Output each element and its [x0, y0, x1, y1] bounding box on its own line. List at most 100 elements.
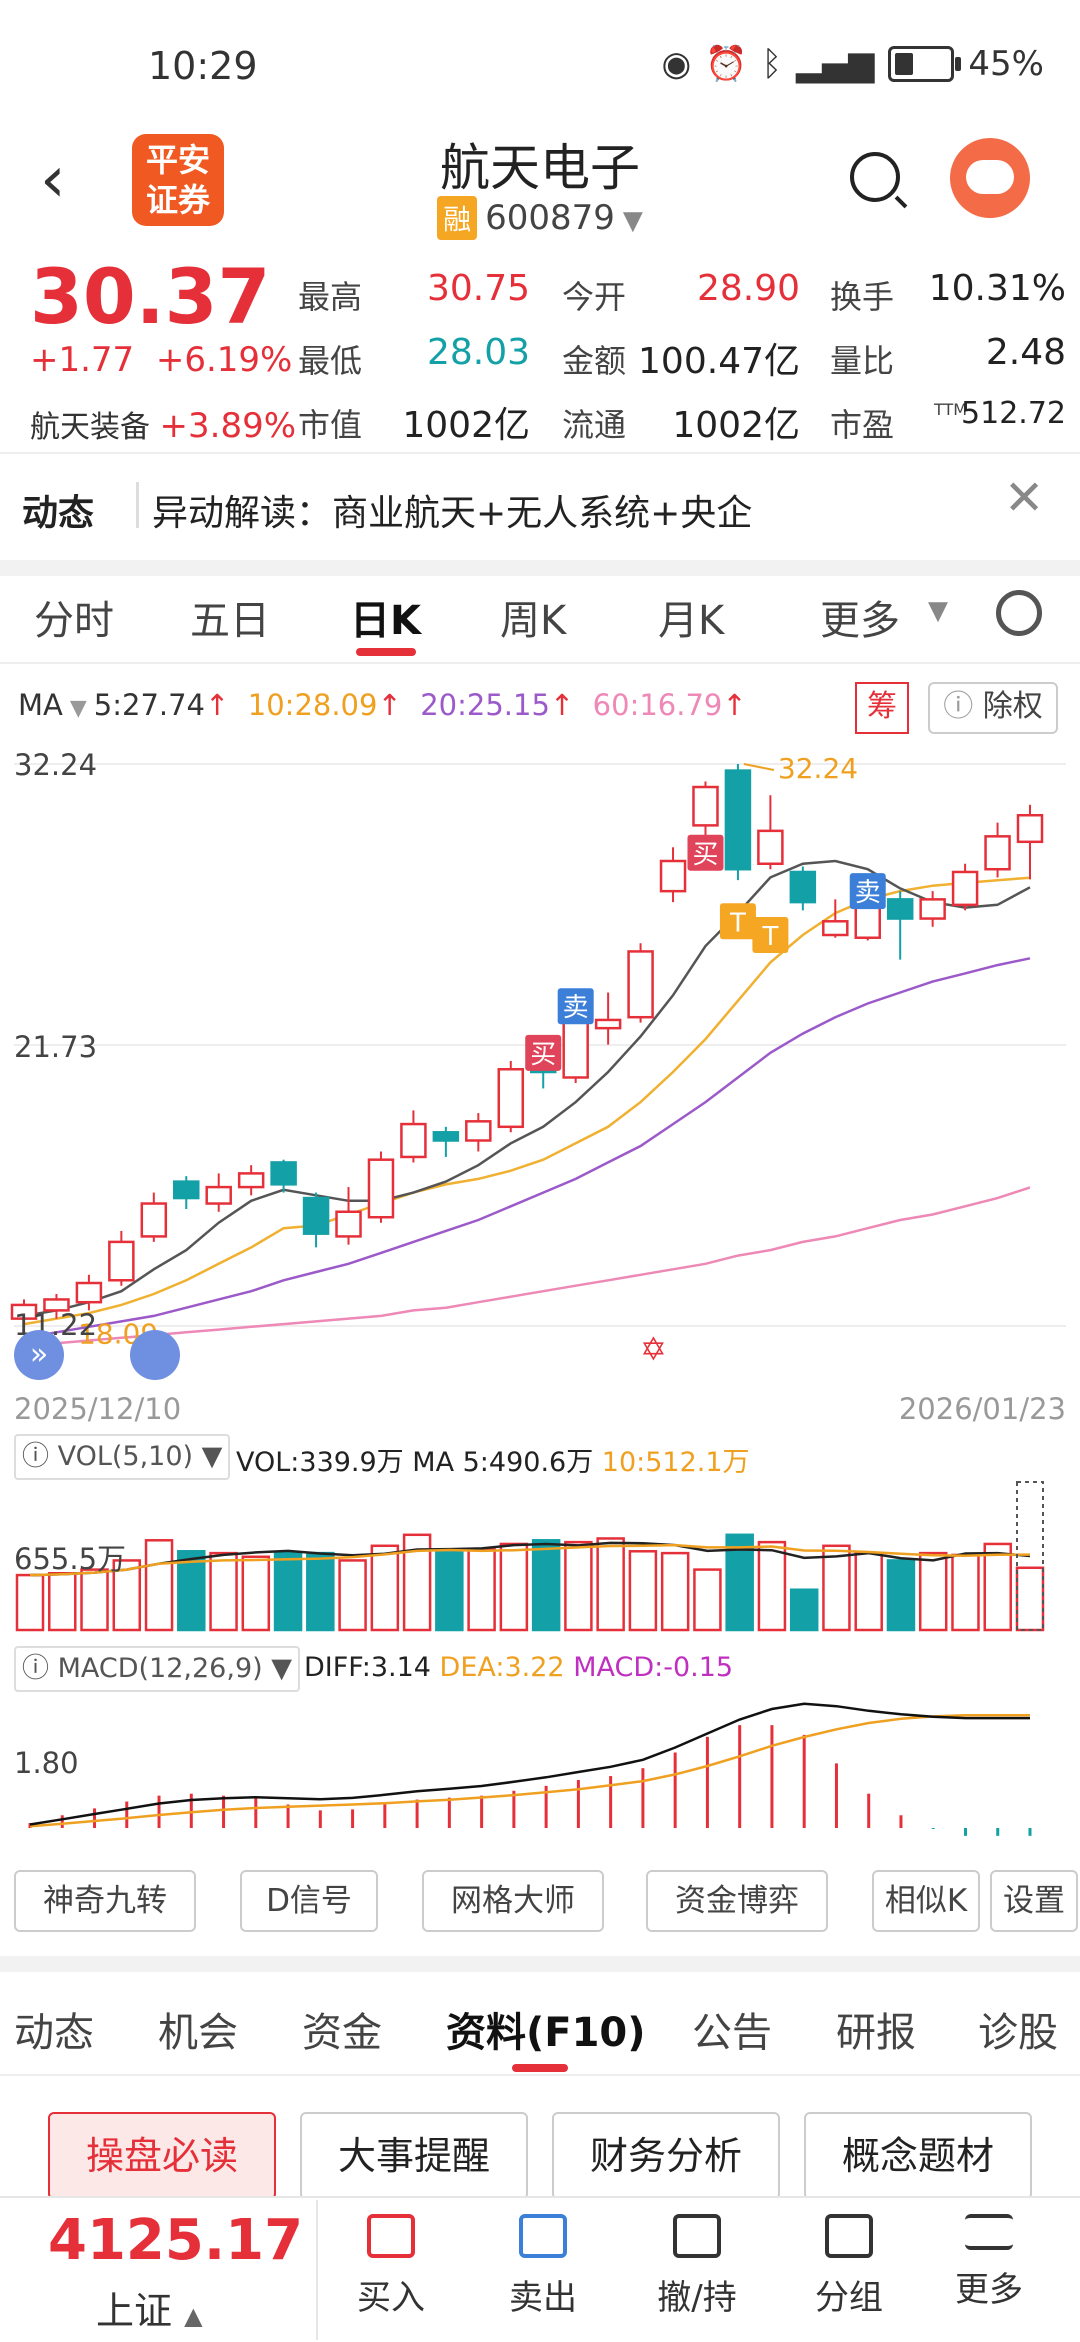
candle-body [270, 1161, 297, 1186]
candle-body [724, 769, 752, 871]
f10-tab-3[interactable]: 资料(F10) [446, 2010, 646, 2056]
divider [0, 662, 1080, 664]
tool-grid-master[interactable]: 网格大师 [422, 1870, 604, 1932]
stat-value: 10.31% [928, 268, 1066, 309]
tool-nine-turn[interactable]: 神奇九转 [14, 1870, 196, 1932]
tool-capital-game[interactable]: 资金博弈 [646, 1870, 828, 1932]
vol-y-label: 655.5万 [14, 1542, 127, 1576]
volume-bar [854, 1551, 883, 1632]
ma20-value: 20:25.15 [420, 688, 550, 722]
up-arrow-icon: ↑ [377, 688, 402, 722]
search-icon[interactable] [850, 152, 900, 202]
f10-tab-1[interactable]: 机会 [158, 2010, 238, 2056]
index-value[interactable]: 4125.17 [48, 2208, 304, 2273]
signal-tag[interactable]: 卖 [849, 873, 886, 910]
volume-chart[interactable] [0, 1480, 1080, 1640]
candle-body [400, 1122, 427, 1159]
bottom-btn-2[interactable]: 撤/持 [642, 2214, 752, 2319]
sub-tab-1[interactable]: 大事提醒 [300, 2112, 528, 2200]
info-icon: ⓘ [22, 1441, 58, 1472]
signal-tag[interactable]: T [719, 903, 756, 940]
news-text[interactable]: 异动解读：商业航天+无人系统+央企 [152, 493, 753, 534]
tab-underline [512, 2064, 568, 2072]
tab-2[interactable]: 日K [350, 598, 421, 644]
tab-3[interactable]: 周K [500, 598, 567, 644]
signal-tag-bg [557, 988, 594, 1025]
volume-bar [628, 1550, 658, 1632]
candle [1016, 804, 1044, 880]
tool-settings[interactable]: 设置 [990, 1870, 1078, 1932]
change-percent: +6.19% [155, 340, 293, 380]
f10-tab-4[interactable]: 公告 [692, 2010, 772, 2056]
sub-tab-0[interactable]: 操盘必读 [48, 2112, 276, 2200]
tool-d-signal[interactable]: D信号 [240, 1870, 378, 1932]
fullscreen-icon[interactable] [130, 1330, 180, 1380]
ma60-value: 60:16.79 [592, 688, 723, 722]
sector-percent: +3.89% [159, 406, 297, 446]
date-start: 2025/12/10 [14, 1392, 182, 1426]
stock-code-row[interactable]: 融 600879 ▼ [0, 196, 1080, 240]
f10-tab-5[interactable]: 研报 [836, 2010, 916, 2056]
candle [692, 781, 719, 859]
star-marker-icon[interactable]: ✡ [640, 1330, 667, 1368]
signal-tag[interactable]: 买 [525, 1034, 562, 1071]
change-value: +1.77 [30, 340, 135, 380]
index-name[interactable]: 上证 ▲ [96, 2280, 203, 2335]
chip-button[interactable]: 筹 [855, 682, 909, 734]
bottom-btn-3[interactable]: 分组 [794, 2214, 904, 2319]
bottom-btn-1[interactable]: 卖出 [488, 2214, 598, 2319]
tool-similar-k[interactable]: 相似K [872, 1870, 980, 1932]
signal-tag-bg [525, 1034, 562, 1071]
battery-percent: 45% [968, 44, 1044, 84]
signal-tag-bg [752, 916, 789, 953]
sub-tab-2[interactable]: 财务分析 [552, 2112, 780, 2200]
volume-bar [822, 1544, 851, 1632]
bluetooth-icon: ᛒ [761, 44, 782, 84]
stat-label: 今开 [562, 278, 627, 316]
gear-icon[interactable] [996, 590, 1042, 636]
vol-indicator-select[interactable]: ⓘ VOL(5,10) ▼ [14, 1434, 231, 1480]
f10-tab-0[interactable]: 动态 [14, 2010, 94, 2056]
signal-icon: ▂▄▆ [795, 44, 875, 84]
f10-tab-2[interactable]: 资金 [302, 2010, 382, 2056]
vol-legend: VOL:339.9万 MA 5:490.6万 10:512.1万 [236, 1440, 750, 1479]
volume-bar [757, 1540, 787, 1632]
ex-rights-button[interactable]: ⓘ 除权 [928, 682, 1058, 734]
tab-1[interactable]: 五日 [190, 598, 270, 644]
volume-bar [15, 1573, 45, 1632]
assistant-avatar[interactable] [950, 138, 1030, 218]
macd-indicator-select[interactable]: ⓘ MACD(12,26,9) ▼ [14, 1646, 301, 1692]
bottom-btn-0[interactable]: 买入 [336, 2214, 446, 2319]
signal-tag[interactable]: 卖 [557, 988, 594, 1025]
tab-4[interactable]: 月K [658, 598, 725, 644]
sub-tab-3[interactable]: 概念题材 [804, 2112, 1032, 2200]
candle-body [692, 785, 719, 827]
candle [465, 1113, 492, 1152]
expand-icon[interactable]: » [14, 1330, 64, 1380]
signal-tag[interactable]: T [752, 916, 789, 953]
candle [140, 1192, 168, 1242]
tab-0[interactable]: 分时 [34, 598, 114, 644]
divider [0, 2074, 1080, 2076]
ma-legend[interactable]: MA ▼ 5:27.74↑ 10:28.09↑ 20:25.15↑ 60:16.… [18, 688, 747, 722]
close-icon[interactable]: ✕ [1004, 470, 1045, 526]
macd-chart[interactable] [0, 1690, 1080, 1850]
bottom-btn-4[interactable]: 更多 [934, 2214, 1044, 2311]
ma5-value: 5:27.74 [93, 688, 206, 722]
signal-tag-text: 卖 [563, 993, 589, 1023]
volume-bar [918, 1551, 948, 1632]
f10-tab-6[interactable]: 诊股 [978, 2010, 1058, 2056]
signal-tag[interactable]: 买 [687, 834, 724, 871]
tab-5[interactable]: 更多 [820, 598, 900, 644]
candle [270, 1159, 297, 1193]
candle-body [335, 1210, 362, 1238]
volume-bar [789, 1588, 819, 1632]
back-button[interactable]: ‹ [40, 143, 66, 217]
candle-body [627, 950, 654, 1019]
sector-link[interactable]: 航天装备 +3.89% [30, 402, 296, 446]
candle-body [75, 1281, 103, 1304]
vol-ma10-line [29, 1543, 1031, 1577]
candle [724, 764, 752, 881]
bottom-separator [316, 2200, 318, 2340]
